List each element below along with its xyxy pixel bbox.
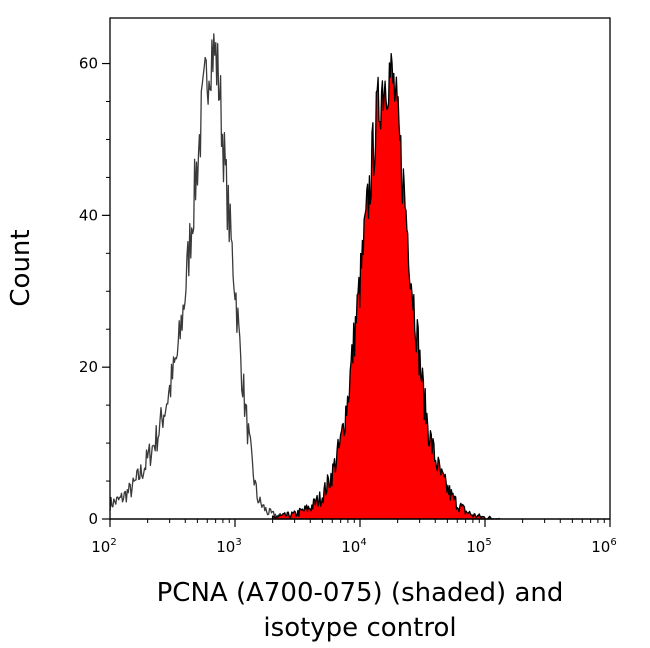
y-axis-title: Count	[6, 229, 36, 306]
series-shaded-histogram	[271, 53, 500, 520]
x-axis-title-line-2: isotype control	[263, 613, 456, 643]
x-tick-label: 102	[91, 537, 116, 556]
x-axis: 102 103 104 105 106	[91, 519, 617, 556]
y-tick-label: 40	[79, 206, 98, 224]
x-tick-label: 104	[341, 537, 366, 556]
y-tick-label: 0	[88, 510, 98, 528]
x-tick-label: 105	[466, 537, 491, 556]
x-axis-title-line-1: PCNA (A700-075) (shaded) and	[157, 578, 564, 608]
y-tick-label: 20	[79, 358, 98, 376]
x-tick-label: 103	[216, 537, 241, 556]
series-isotype-outline	[109, 33, 361, 520]
y-tick-label: 60	[79, 55, 98, 73]
y-axis: 0 20 40 60	[79, 55, 110, 528]
x-tick-label: 106	[591, 537, 616, 556]
